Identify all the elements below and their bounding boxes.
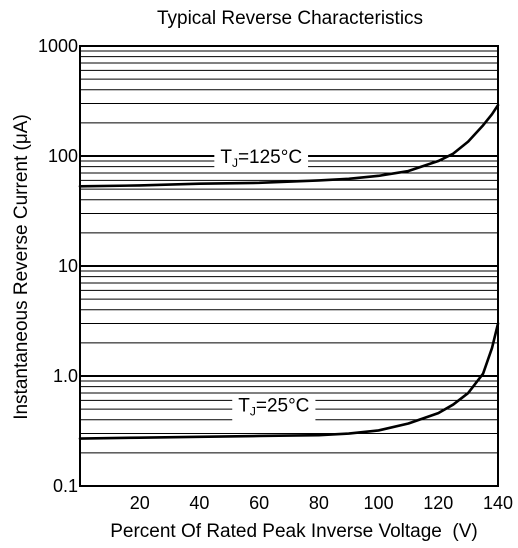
x-tick-label: 80: [309, 493, 329, 513]
series-line-tj-25c: [78, 322, 500, 440]
y-tick-label: 100: [48, 146, 78, 166]
series-label: TJ=125°C: [220, 147, 302, 170]
x-tick-label: 120: [423, 493, 453, 513]
chart-title: Typical Reverse Characteristics: [156, 8, 424, 29]
minor-grid: [80, 50, 498, 454]
series-label-background: [214, 145, 309, 172]
curve-labels: TJ=125°C TJ=25°C: [214, 145, 316, 421]
series-line-tj-125c: [78, 103, 500, 188]
x-tick-label: 100: [364, 493, 394, 513]
series-label: TJ=25°C: [238, 396, 309, 419]
y-tick-label: 1000: [38, 36, 78, 56]
y-tick-label: 1.0: [53, 366, 78, 386]
x-tick-label: 140: [483, 493, 513, 513]
x-tick-label: 60: [249, 493, 269, 513]
x-tick-label: 40: [189, 493, 209, 513]
plot-frame: [79, 45, 499, 487]
x-axis-label: Percent Of Rated Peak Inverse Voltage (V…: [110, 521, 478, 542]
y-tick-label: 10: [58, 256, 78, 276]
tick-labels: 20 40 60 80 100 120 140 0.1 1.0 10 100 1000: [38, 36, 513, 513]
curves: [78, 103, 500, 440]
y-tick-label: 0.1: [53, 476, 78, 496]
series-label-background: [232, 393, 316, 421]
x-tick-label: 20: [130, 493, 150, 513]
